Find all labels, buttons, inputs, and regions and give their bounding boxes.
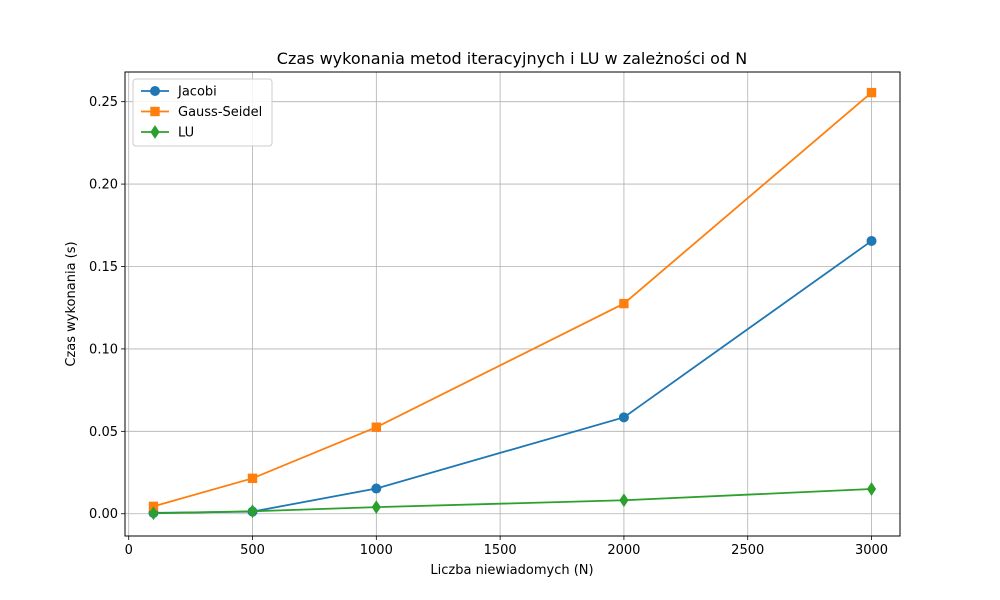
y-tick-label: 0.00 (89, 507, 118, 522)
y-tick-label: 0.25 (89, 95, 118, 110)
legend-box (132, 78, 273, 147)
y-tick-label: 0.15 (89, 260, 118, 275)
x-tick-label: 2500 (731, 543, 764, 558)
data-point-gauss-seidel (371, 422, 382, 432)
legend-label-gauss-seidel: Gauss-Seidel (178, 105, 262, 120)
x-tick-label: 1000 (360, 543, 393, 558)
legend-label-lu: LU (178, 126, 194, 141)
data-point-gauss-seidel (866, 87, 877, 98)
series-gauss-seidel (148, 87, 877, 512)
x-tick-label: 1500 (484, 543, 517, 558)
data-point-jacobi (371, 483, 382, 494)
x-tick-label: 500 (240, 543, 265, 558)
legend-marker-lu (150, 125, 160, 139)
data-point-jacobi (866, 235, 877, 246)
y-axis-label: Czas wykonania (s) (64, 241, 79, 366)
chart-title: Czas wykonania metod iteracyjnych i LU w… (277, 49, 747, 68)
legend-marker-gauss-seidel (150, 106, 160, 117)
legend-entry-lu: LU (141, 125, 194, 141)
data-point-lu (619, 493, 629, 508)
series-layer (148, 87, 877, 521)
data-point-lu (247, 504, 258, 519)
x-tick-label: 0 (125, 543, 133, 558)
x-tick-label: 2000 (607, 543, 640, 558)
legend: Jacobi Gauss-Seidel LU (132, 78, 273, 147)
data-point-jacobi (618, 412, 629, 423)
x-tick-label: 3000 (855, 543, 888, 558)
data-point-gauss-seidel (619, 298, 629, 309)
legend-marker-jacobi (150, 86, 160, 96)
legend-label-jacobi: Jacobi (177, 85, 217, 100)
data-point-lu (371, 500, 381, 515)
y-tick-label: 0.10 (89, 342, 118, 357)
x-axis-label: Liczba niewiadomych (N) (430, 563, 593, 578)
data-point-gauss-seidel (247, 473, 258, 484)
plot-frame (124, 71, 901, 537)
legend-entry-gauss-seidel: Gauss-Seidel (141, 105, 262, 120)
y-tick-label: 0.20 (89, 178, 118, 193)
data-point-lu (866, 482, 877, 496)
legend-entry-jacobi: Jacobi (141, 85, 217, 100)
data-point-lu (148, 506, 159, 521)
y-tick-label: 0.05 (89, 425, 118, 440)
tick-layer: 0 500 1000 1500 2000 2500 3000 0.00 0.05 0.10 0.15… (89, 95, 888, 558)
series-lu (148, 482, 877, 521)
